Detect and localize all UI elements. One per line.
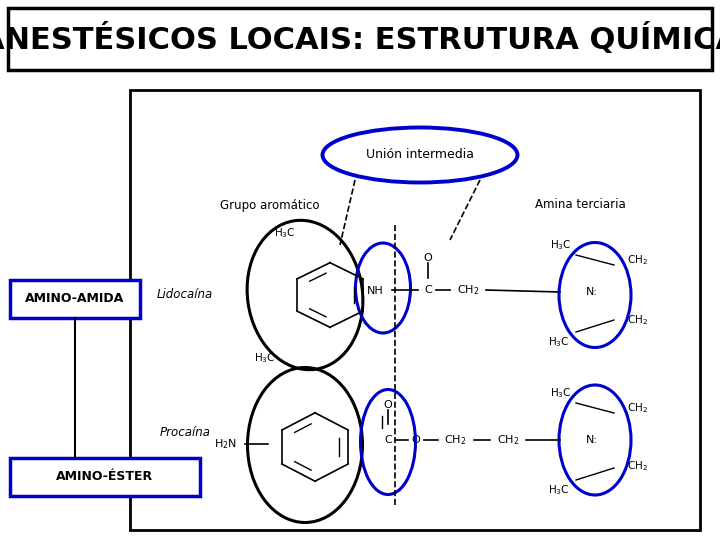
Text: C: C [384, 435, 392, 445]
Text: ANESTÉSICOS LOCAIS: ESTRUTURA QUÍMICA: ANESTÉSICOS LOCAIS: ESTRUTURA QUÍMICA [0, 23, 720, 55]
Text: H$_3$C: H$_3$C [254, 351, 276, 365]
Text: CH$_2$: CH$_2$ [627, 313, 648, 327]
Text: Procaína: Procaína [160, 426, 210, 438]
Text: N:: N: [586, 287, 598, 297]
Text: Grupo aromático: Grupo aromático [220, 199, 320, 212]
Text: Lidocaína: Lidocaína [157, 288, 213, 301]
FancyBboxPatch shape [10, 458, 200, 496]
Text: H$_3$C: H$_3$C [550, 238, 572, 252]
Text: H$_3$C: H$_3$C [274, 226, 296, 240]
FancyBboxPatch shape [8, 8, 712, 70]
Text: Amina terciaria: Amina terciaria [535, 199, 626, 212]
Text: AMINO-AMIDA: AMINO-AMIDA [25, 293, 125, 306]
Text: CH$_2$: CH$_2$ [627, 253, 648, 267]
Text: CH$_2$: CH$_2$ [627, 401, 648, 415]
Text: H$_2$N: H$_2$N [214, 437, 236, 451]
Text: N:: N: [586, 435, 598, 445]
FancyBboxPatch shape [10, 280, 140, 318]
Text: AMINO-ÉSTER: AMINO-ÉSTER [56, 470, 153, 483]
Text: O: O [412, 435, 420, 445]
Text: CH$_2$: CH$_2$ [444, 433, 466, 447]
Text: NH: NH [366, 286, 383, 296]
Text: H$_3$C: H$_3$C [548, 335, 570, 349]
FancyBboxPatch shape [130, 90, 700, 530]
Text: CH$_2$: CH$_2$ [627, 459, 648, 473]
Text: CH$_2$: CH$_2$ [456, 283, 480, 297]
Text: H$_3$C: H$_3$C [548, 483, 570, 497]
Text: H$_3$C: H$_3$C [550, 386, 572, 400]
Text: Unión intermedia: Unión intermedia [366, 148, 474, 161]
Text: O: O [423, 253, 433, 263]
Text: O: O [384, 400, 392, 410]
Text: C: C [424, 285, 432, 295]
Text: CH$_2$: CH$_2$ [497, 433, 519, 447]
